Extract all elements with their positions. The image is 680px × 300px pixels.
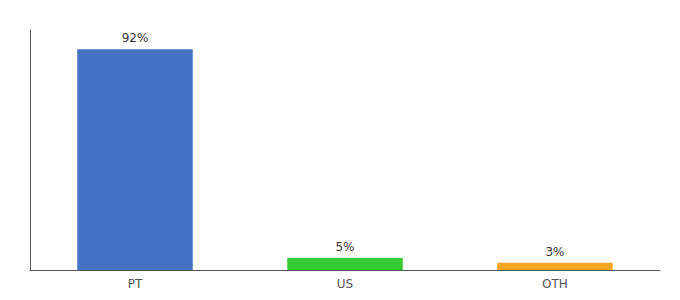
svg-text:US: US (337, 277, 353, 291)
svg-text:OTH: OTH (542, 277, 568, 291)
svg-text:3%: 3% (545, 245, 564, 259)
svg-text:5%: 5% (335, 240, 354, 254)
svg-text:PT: PT (128, 277, 143, 291)
svg-text:92%: 92% (122, 31, 149, 45)
